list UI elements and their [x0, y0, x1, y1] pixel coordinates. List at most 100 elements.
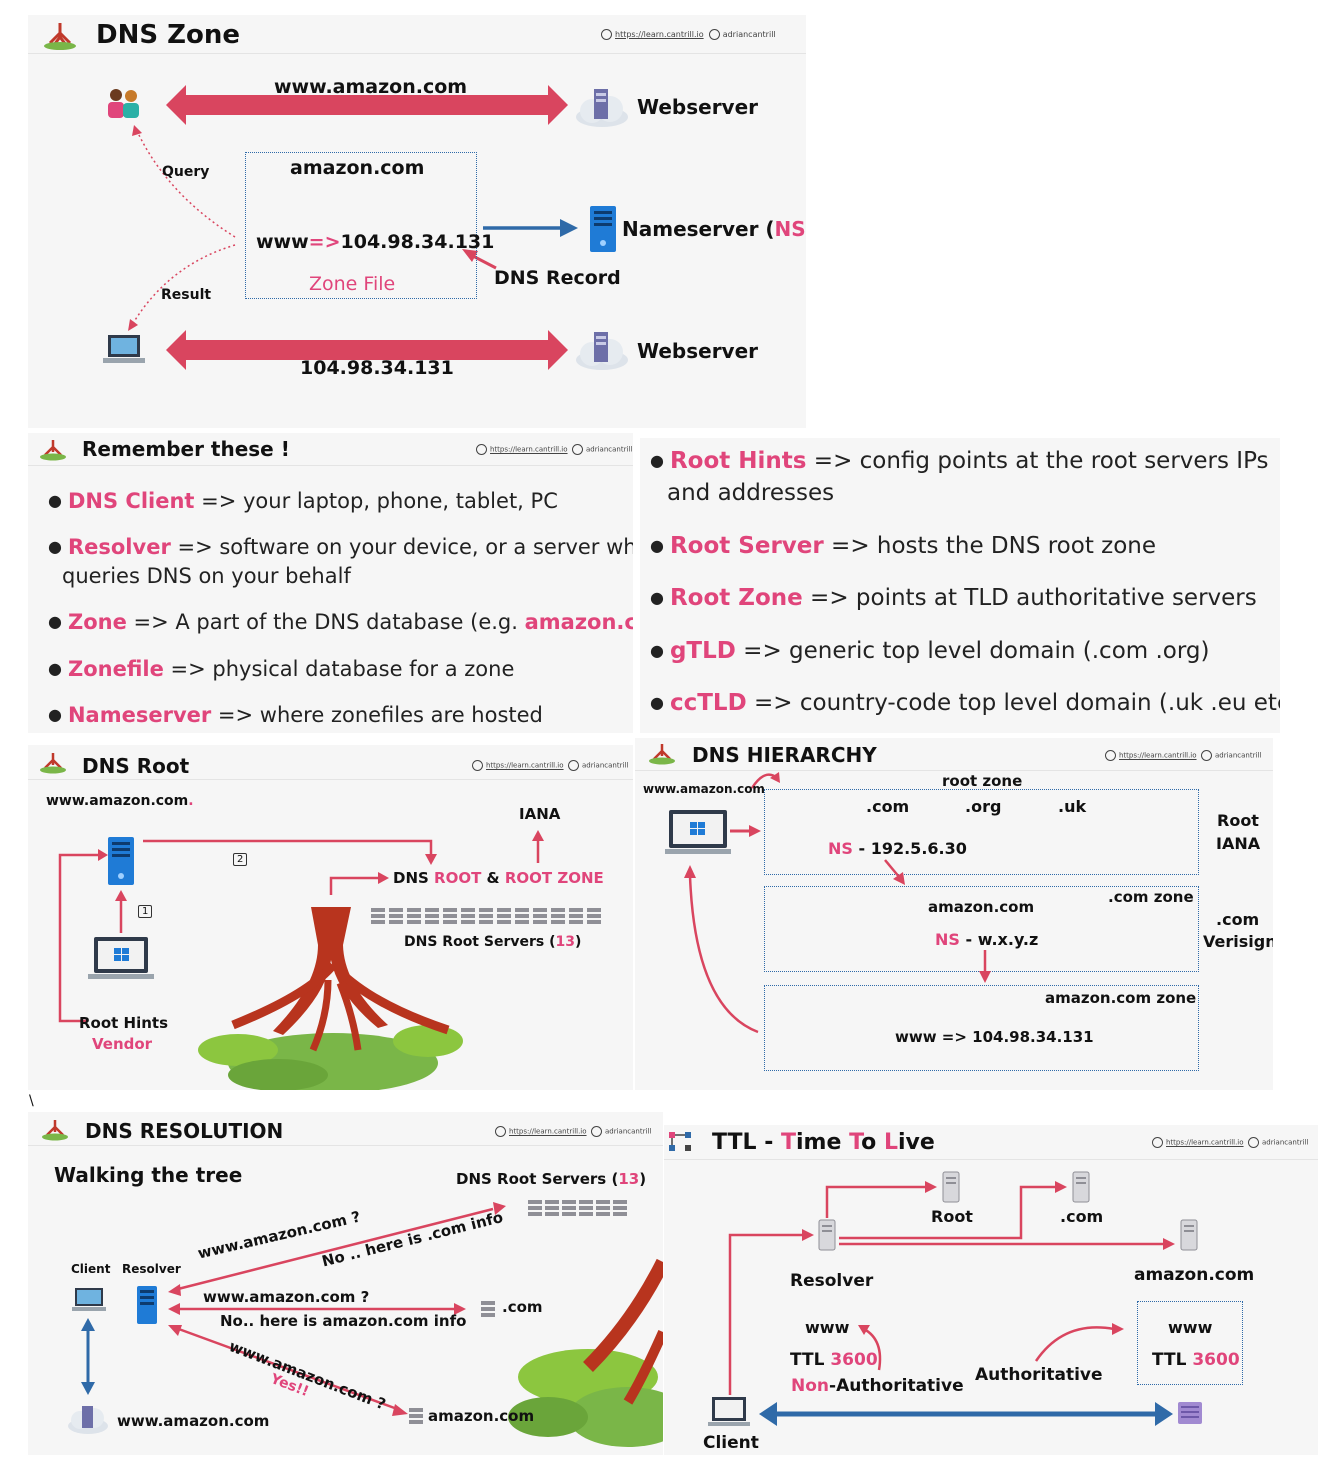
non-authoritative-label: Non-Authoritative [791, 1376, 964, 1396]
zone-file-label: Zone File [309, 273, 396, 295]
tree-logo-icon [40, 440, 66, 461]
subtitle: Walking the tree [54, 1163, 243, 1187]
attribution: https://learn.cantrill.io adriancantrill [1105, 750, 1261, 761]
root-label: Root [931, 1207, 973, 1226]
list-item: ● ccTLD => country-code top level domain … [650, 690, 1280, 716]
amazon-label: amazon.com [1134, 1265, 1255, 1285]
root-domain: www.amazon.com. [46, 793, 194, 809]
panel-title: DNS HIERARCHY [692, 743, 877, 767]
query-label: Query [162, 164, 210, 180]
remember-panel: Remember these ! https://learn.cantrill.… [28, 433, 633, 733]
zone-record: www=>104.98.34.131 [256, 231, 495, 253]
com-label: .com [1060, 1207, 1104, 1226]
panel-header [28, 15, 806, 54]
root-zone-label: DNS ROOT & ROOT ZONE [393, 869, 604, 887]
list-item-cont: and addresses [667, 480, 835, 506]
ns-root: NS - 192.5.6.30 [828, 839, 967, 858]
attribution: https://learn.cantrill.io adriancantrill [472, 760, 628, 771]
panel-header [28, 745, 633, 780]
ttl-cached: TTL 3600 [790, 1350, 878, 1370]
flow-icon [669, 1132, 691, 1151]
list-item: ● Zone => A part of the DNS database (e.g… [48, 610, 633, 634]
list-item: ● Zonefile => physical database for a zon… [48, 657, 515, 681]
www-cached: www [805, 1318, 850, 1337]
panel-header [664, 1125, 1318, 1160]
panel-title: Remember these ! [82, 437, 290, 461]
webserver-label-2: Webserver [637, 339, 759, 363]
top-domain-label: www.amazon.com [274, 76, 468, 98]
dns-hierarchy-panel: DNS HIERARCHY https://learn.cantrill.io … [635, 738, 1273, 1090]
zone-name: amazon.com [290, 157, 425, 179]
panel-header [28, 1112, 663, 1146]
nameserver-label: Nameserver (NS) [622, 217, 806, 241]
hierarchy-arrows [665, 772, 991, 1034]
root-zone-title: root zone [942, 772, 1023, 790]
com-label: .com [502, 1298, 543, 1316]
list-item: ● Root Hints => config points at the root… [650, 448, 1269, 474]
dns-root-panel: DNS Root https://learn.cantrill.io adria… [28, 745, 633, 1090]
verisign-label: Verisign [1203, 932, 1273, 951]
dns-record-label: DNS Record [494, 267, 621, 289]
iana-label: IANA [519, 805, 561, 823]
client-label: Client [703, 1433, 759, 1453]
vendor-label: Vendor [92, 1035, 153, 1053]
root-label: Root [1217, 811, 1259, 830]
panel-title: DNS Zone [96, 20, 240, 50]
tree-logo-icon [40, 753, 66, 774]
zone-file-box [245, 152, 477, 299]
amazon-zone-box [764, 985, 1199, 1071]
tld-org: .org [965, 797, 1002, 816]
root-servers-label: DNS Root Servers (13) [456, 1170, 647, 1188]
list-item: ● Resolver => software on your device, or… [48, 535, 633, 559]
attribution: https://learn.cantrill.io adriancantrill [1152, 1137, 1308, 1148]
root-zone-box [764, 789, 1199, 875]
query-2: www.amazon.com ? [203, 1288, 370, 1306]
iana-label: IANA [1216, 834, 1261, 853]
panel-header [635, 738, 1273, 771]
amazon-label: amazon.com [928, 898, 1035, 916]
tld-uk: .uk [1058, 797, 1087, 816]
attribution: https://learn.cantrill.io adriancantrill [476, 444, 632, 455]
step-2-badge: 2 [233, 853, 248, 866]
panel-title: TTL - Time To Live [712, 1130, 935, 1155]
list-item: ● gTLD => generic top level domain (.com … [650, 638, 1210, 664]
bottom-ip-label: 104.98.34.131 [300, 357, 454, 379]
resolution-diagram [68, 1200, 663, 1447]
stray-backslash: \ [29, 1093, 34, 1109]
dns-resolution-panel: DNS RESOLUTION https://learn.cantrill.io… [28, 1112, 663, 1455]
ttl-panel: TTL - Time To Live https://learn.cantril… [664, 1125, 1318, 1455]
www-record: www => 104.98.34.131 [895, 1028, 1094, 1046]
ns-com: NS - w.x.y.z [935, 930, 1039, 949]
laptop-icon [103, 335, 145, 363]
bottom-domain: www.amazon.com [117, 1412, 270, 1430]
list-item: ● Root Zone => points at TLD authoritativ… [650, 585, 1257, 611]
ttl-diagram [708, 1171, 1202, 1426]
amazon-label: amazon.com [428, 1407, 535, 1425]
users-icon [108, 89, 139, 118]
hierarchy-domain: www.amazon.com [643, 782, 765, 796]
nameserver-icon [590, 206, 616, 252]
tree-logo-icon [42, 1120, 68, 1141]
webserver-cloud-icon [576, 332, 628, 370]
remember-panel-2: ● Root Hints => config points at the root… [640, 438, 1280, 733]
step-1-badge: 1 [138, 905, 153, 918]
list-item: ● Root Server => hosts the DNS root zone [650, 533, 1157, 559]
root-hints-label: Root Hints [79, 1014, 169, 1032]
resolver-label: Resolver [790, 1271, 874, 1291]
attribution: https://learn.cantrill.io adriancantrill [495, 1126, 651, 1137]
answer-2: No.. here is amazon.com info [220, 1312, 467, 1330]
webserver-cloud-icon [576, 89, 628, 127]
resolver-label: Resolver [122, 1262, 181, 1276]
ttl-auth: TTL 3600 [1152, 1350, 1240, 1370]
root-diagram [58, 830, 601, 1090]
root-servers-label: DNS Root Servers (13) [404, 934, 582, 950]
tree-logo-icon [44, 23, 76, 50]
panel-header [28, 433, 633, 466]
result-label: Result [161, 287, 212, 303]
panel-title: DNS RESOLUTION [85, 1119, 284, 1143]
com-zone-title: .com zone [1108, 888, 1194, 906]
attribution: https://learn.cantrill.io adriancantrill [601, 29, 776, 40]
webserver-label: Webserver [637, 95, 759, 119]
amazon-zone-title: amazon.com zone [1045, 989, 1197, 1007]
tree-logo-icon [649, 744, 675, 765]
